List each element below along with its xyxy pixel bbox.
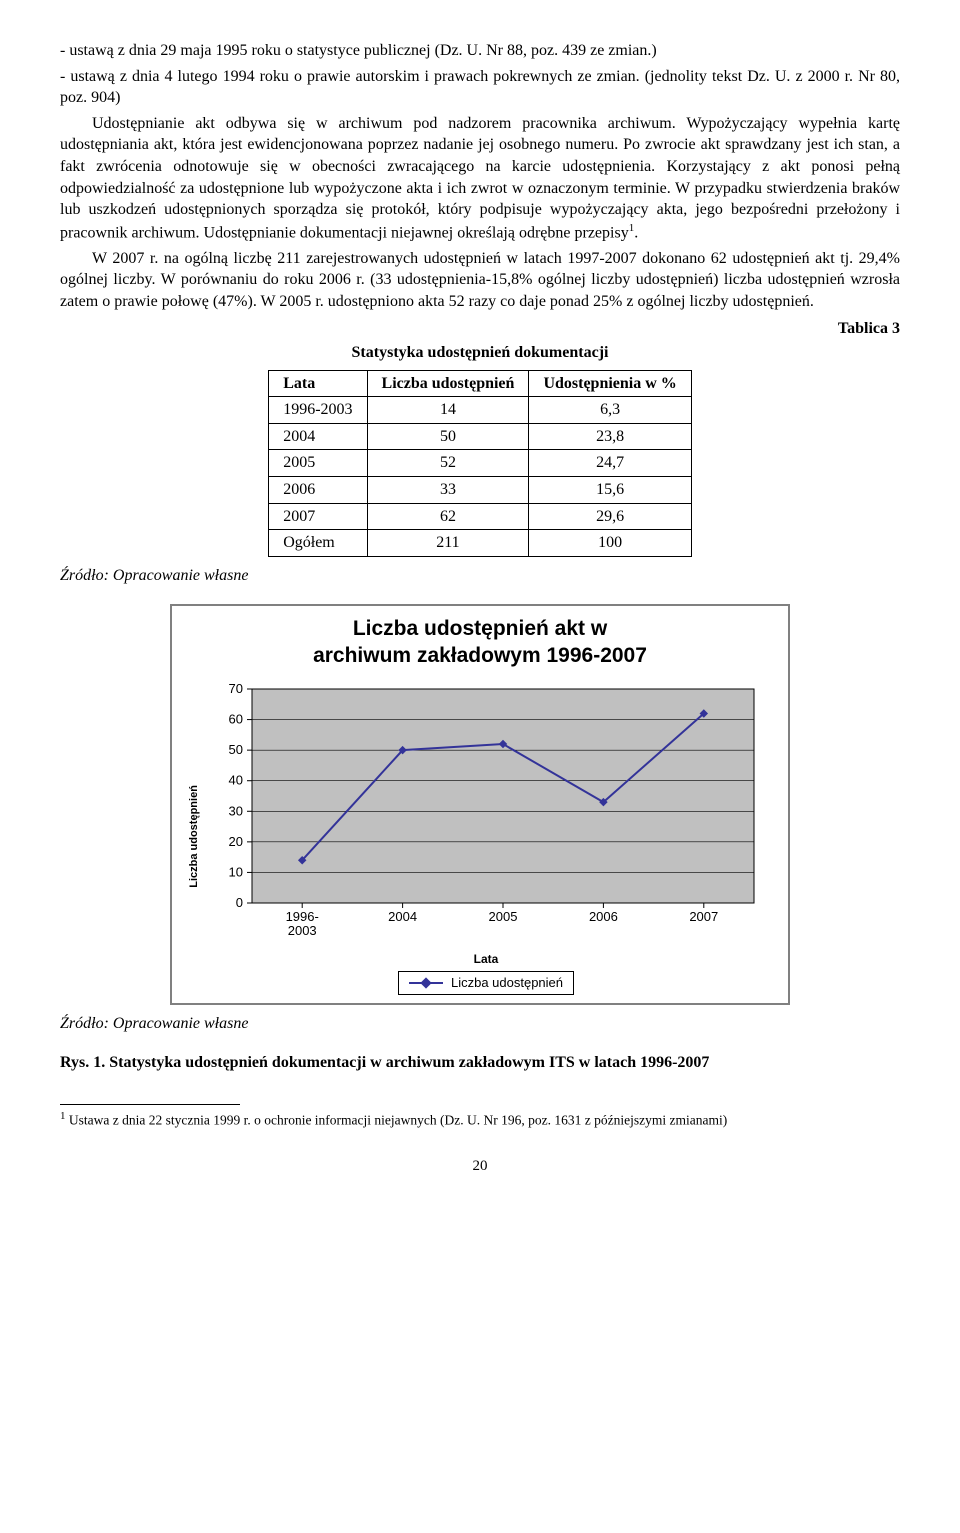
table-row: 20076229,6 (269, 503, 692, 530)
table-cell: 29,6 (529, 503, 691, 530)
table-cell: 52 (367, 450, 529, 477)
svg-text:2003: 2003 (288, 923, 317, 938)
table-cell: 1996-2003 (269, 397, 367, 424)
svg-text:20: 20 (229, 834, 243, 849)
svg-text:60: 60 (229, 711, 243, 726)
table-label: Tablica 3 (60, 318, 900, 340)
chart-legend: Liczba udostępnień (398, 971, 574, 995)
legend-swatch (409, 977, 443, 989)
chart-title-line: Liczba udostępnień akt w (353, 617, 607, 640)
source-text: Źródło: Opracowanie własne (60, 1013, 900, 1035)
chart-container: Liczba udostępnień akt w archiwum zakład… (170, 604, 790, 1004)
svg-text:30: 30 (229, 803, 243, 818)
svg-text:2005: 2005 (489, 909, 518, 924)
table-header-row: Lata Liczba udostępnień Udostępnienia w … (269, 370, 692, 397)
table-cell: 2005 (269, 450, 367, 477)
table-cell: 2007 (269, 503, 367, 530)
chart-area: Liczba udostępnień 0102030405060701996-2… (182, 679, 778, 995)
table-cell: 24,7 (529, 450, 691, 477)
body-text-line: - ustawą z dnia 29 maja 1995 roku o stat… (60, 40, 900, 62)
table-cell: 2006 (269, 477, 367, 504)
table-cell: 23,8 (529, 423, 691, 450)
svg-text:2007: 2007 (689, 909, 718, 924)
footnote: 1 Ustawa z dnia 22 stycznia 1999 r. o oc… (60, 1109, 900, 1130)
figure-caption: Rys. 1. Statystyka udostępnień dokumenta… (60, 1052, 900, 1074)
svg-text:0: 0 (236, 895, 243, 910)
body-text-line: - ustawą z dnia 4 lutego 1994 roku o pra… (60, 66, 900, 109)
footnote-text: Ustawa z dnia 22 stycznia 1999 r. o ochr… (66, 1112, 728, 1127)
chart-plot: 0 10 20 30 40 50 60 70 1996-2003 2004 2005 2006 2007 (206, 679, 766, 949)
body-paragraph: W 2007 r. na ogólną liczbę 211 zarejestr… (60, 248, 900, 313)
ylabel-wrap: Liczba udostępnień (182, 679, 206, 995)
col-header: Liczba udostępnień (367, 370, 529, 397)
table-title: Statystyka udostępnień dokumentacji (60, 342, 900, 364)
table-cell: 100 (529, 530, 691, 557)
table-cell: 62 (367, 503, 529, 530)
body-paragraph: Udostępnianie akt odbywa się w archiwum … (60, 113, 900, 244)
table-row: 20063315,6 (269, 477, 692, 504)
svg-text:50: 50 (229, 742, 243, 757)
source-text: Źródło: Opracowanie własne (60, 565, 900, 587)
table-row: 20045023,8 (269, 423, 692, 450)
table-cell: 2004 (269, 423, 367, 450)
paragraph-text: . (634, 224, 638, 241)
plot-column: 0 10 20 30 40 50 60 70 1996-2003 2004 2005 2006 2007… (206, 679, 766, 995)
table-cell: Ogółem (269, 530, 367, 557)
table-cell: 211 (367, 530, 529, 557)
svg-text:10: 10 (229, 864, 243, 879)
table-cell: 14 (367, 397, 529, 424)
svg-text:2004: 2004 (388, 909, 417, 924)
table-cell: 50 (367, 423, 529, 450)
table-row: 20055224,7 (269, 450, 692, 477)
table-row: 1996-2003146,3 (269, 397, 692, 424)
svg-text:1996-: 1996- (286, 909, 319, 924)
svg-text:40: 40 (229, 773, 243, 788)
table-cell: 15,6 (529, 477, 691, 504)
table-cell: 33 (367, 477, 529, 504)
chart-ylabel: Liczba udostępnień (187, 785, 202, 888)
table-container: Lata Liczba udostępnień Udostępnienia w … (60, 370, 900, 557)
chart-xlabel: Lata (474, 951, 499, 967)
table-row: Ogółem211100 (269, 530, 692, 557)
svg-text:2006: 2006 (589, 909, 618, 924)
svg-text:70: 70 (229, 681, 243, 696)
footnote-separator (60, 1104, 240, 1105)
data-table: Lata Liczba udostępnień Udostępnienia w … (268, 370, 692, 557)
paragraph-text: Udostępnianie akt odbywa się w archiwum … (60, 115, 900, 241)
col-header: Udostępnienia w % (529, 370, 691, 397)
chart-title-line: archiwum zakładowym 1996-2007 (313, 644, 647, 667)
table-cell: 6,3 (529, 397, 691, 424)
legend-label: Liczba udostępnień (451, 974, 563, 992)
col-header: Lata (269, 370, 367, 397)
page-number: 20 (60, 1156, 900, 1176)
chart-title: Liczba udostępnień akt w archiwum zakład… (182, 616, 778, 669)
